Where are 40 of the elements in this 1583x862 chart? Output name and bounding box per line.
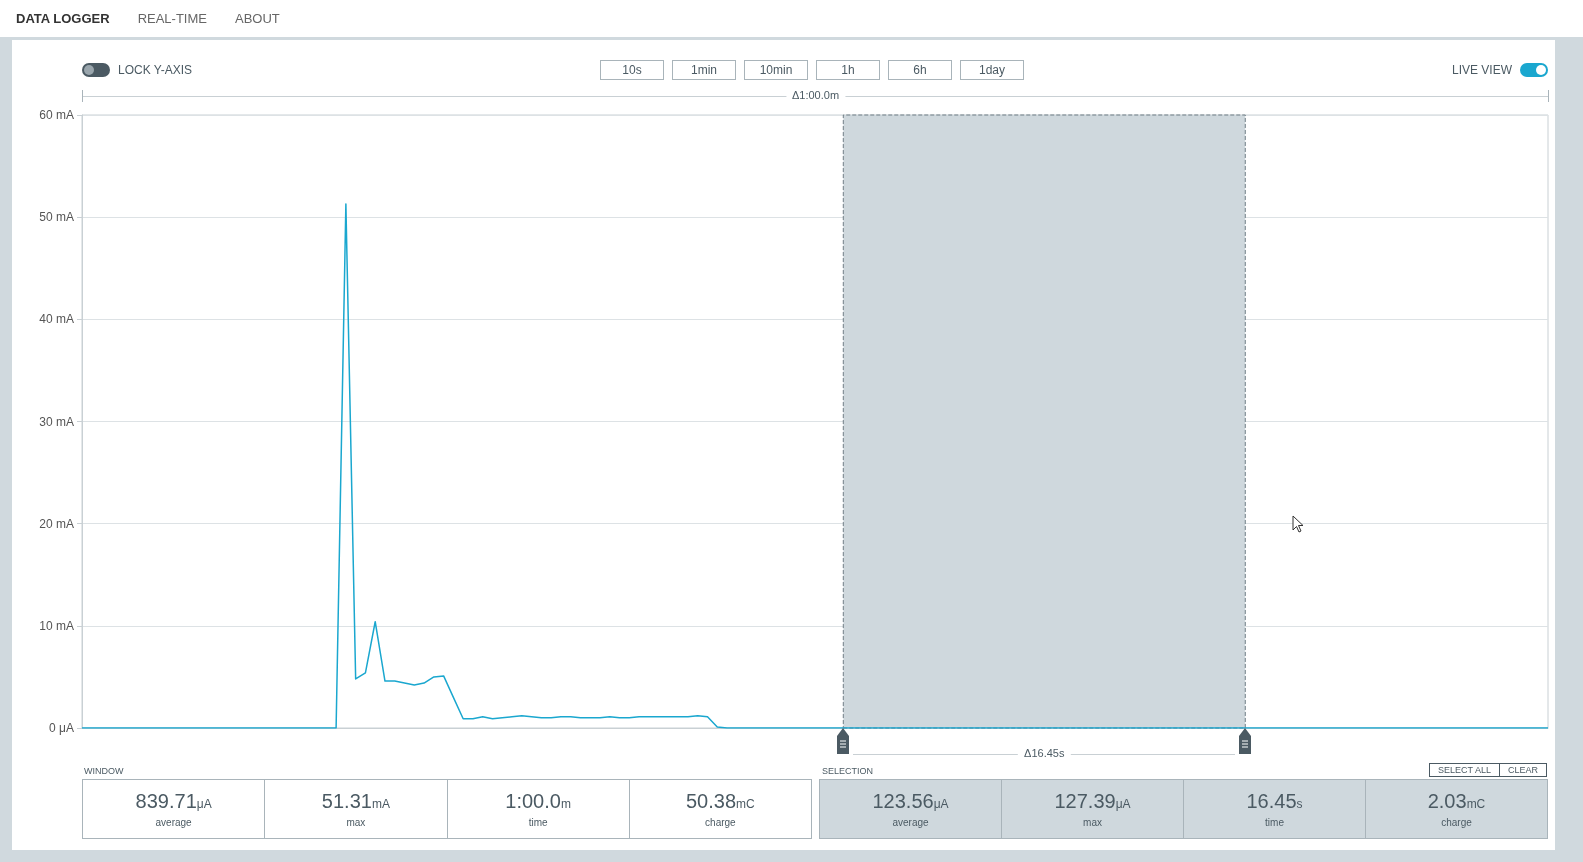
text: time [1264, 817, 1285, 828]
text: average [154, 817, 193, 828]
text: Δ16.45s [1018, 747, 1071, 759]
text: average [891, 817, 930, 828]
text: 51.31mA [320, 790, 391, 813]
text: Δ1:00.0m [785, 89, 846, 101]
text: SELECTION [822, 766, 874, 776]
text: LIVE VIEW [1451, 63, 1512, 77]
text: 2.03mC [1426, 790, 1487, 813]
y-tick-label: 40 mA [39, 312, 74, 327]
y-tick-label: 20 mA [39, 516, 74, 531]
text: charge [704, 817, 737, 828]
y-tick-label: 60 mA [39, 108, 74, 122]
text: 127.39μA [1053, 790, 1132, 813]
text: max [345, 817, 367, 828]
y-tick-label: 0 μA [49, 721, 74, 735]
text: 6h [888, 60, 952, 80]
text: DATA LOGGER [16, 11, 110, 26]
text: 1:00.0m [504, 790, 572, 813]
text: 16.45s [1245, 790, 1304, 813]
text: 123.56μA [871, 790, 950, 813]
text: REAL-TIME [137, 11, 207, 26]
text: 1h [816, 60, 880, 80]
y-tick-label: 50 mA [39, 210, 74, 225]
y-tick-label: 30 mA [39, 414, 74, 429]
text: 50.38mC [685, 790, 756, 813]
text: 839.71μA [134, 790, 213, 813]
text: CLEAR [1498, 763, 1547, 777]
text: ABOUT [234, 11, 280, 26]
text: LOCK Y-AXIS [118, 63, 193, 77]
text: 10s [600, 60, 664, 80]
text: 10min [744, 60, 808, 80]
text: 1min [672, 60, 736, 80]
text: max [1082, 817, 1103, 828]
text: 1day [960, 60, 1024, 80]
text: charge [1440, 817, 1473, 828]
text: SELECT ALL [1429, 763, 1500, 777]
y-tick-label: 10 mA [39, 618, 74, 633]
text: time [527, 817, 549, 828]
text: WINDOW [84, 766, 124, 776]
